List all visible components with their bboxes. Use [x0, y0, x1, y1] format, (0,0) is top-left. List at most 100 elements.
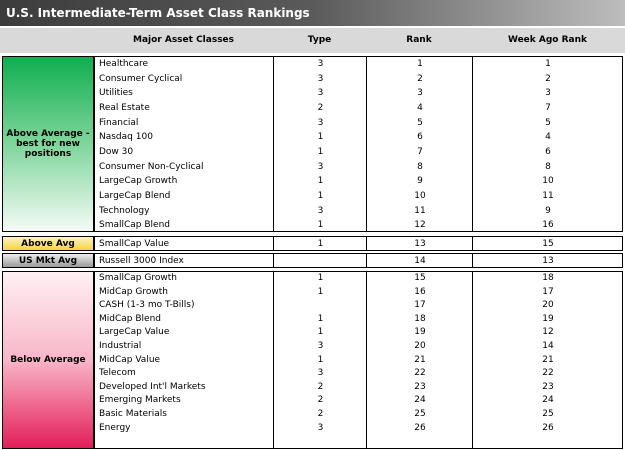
week-ago-rank: 9	[545, 205, 551, 216]
header-type: Type	[307, 35, 332, 45]
asset-class: Dow 30	[99, 146, 134, 157]
rank: 9	[417, 176, 423, 187]
table-row: LargeCap Growth 1 9 10	[95, 174, 622, 189]
table-row: SmallCap Growth 1 15 18	[95, 272, 622, 286]
table-row: MidCap Growth 1 16 17	[95, 286, 622, 300]
table-row: Developed Int'l Markets 2 23 23	[95, 381, 622, 395]
rank: 7	[417, 146, 423, 157]
asset-class: SmallCap Growth	[99, 273, 177, 283]
table-row: Healthcare 3 1 1	[95, 57, 622, 72]
type: 3	[317, 88, 324, 99]
type: 3	[317, 117, 324, 128]
asset-class: Technology	[99, 205, 150, 216]
table-row: Russell 3000 Index 14 13	[95, 254, 622, 268]
type: 1	[317, 327, 324, 338]
week-ago-rank: 11	[542, 190, 554, 201]
rank: 26	[414, 422, 426, 433]
asset-class: Financial	[99, 117, 139, 128]
rank: 10	[414, 190, 426, 201]
rank: 18	[414, 313, 426, 324]
table-row: Real Estate 2 4 7	[95, 101, 622, 116]
asset-class: MidCap Value	[99, 354, 161, 365]
table-row: Consumer Non-Cyclical 3 8 8	[95, 160, 622, 175]
table-row: Dow 30 1 7 6	[95, 145, 622, 160]
week-ago-rank: 2	[545, 73, 551, 84]
table-row: Emerging Markets 2 24 24	[95, 394, 622, 408]
section-below-average: Below Average SmallCap Growth 1 15 18 MidCap …	[0, 271, 625, 449]
table-row: SmallCap Value 1 13 15	[95, 237, 622, 251]
week-ago-rank: 5	[545, 117, 551, 128]
table-row: Technology 3 11 9	[95, 204, 622, 219]
rank: 4	[417, 102, 423, 113]
rank: 16	[414, 286, 426, 297]
table-row: LargeCap Blend 1 10 11	[95, 189, 622, 204]
section-above-avg: Above Avg SmallCap Value 1 13 15	[0, 236, 625, 251]
type: 3	[317, 161, 324, 172]
rank: 8	[417, 161, 423, 172]
week-ago-rank: 8	[545, 161, 551, 172]
section-us-mkt-avg: US Mkt Avg Russell 3000 Index 14 13	[0, 253, 625, 268]
week-ago-rank: 19	[542, 313, 554, 324]
type: 2	[317, 408, 324, 419]
week-ago-rank: 12	[542, 327, 554, 338]
rank: 21	[414, 354, 426, 365]
week-ago-rank: 10	[542, 176, 554, 187]
header-week-ago-rank: Week Ago Rank	[507, 35, 588, 45]
type: 1	[317, 354, 324, 365]
asset-class: Healthcare	[99, 59, 149, 69]
table-row: Consumer Cyclical 3 2 2	[95, 72, 622, 87]
table-row: CASH (1-3 mo T-Bills) 17 20	[95, 299, 622, 313]
type: 2	[317, 102, 324, 113]
type: 2	[317, 381, 324, 392]
type: 3	[317, 205, 324, 216]
asset-class: LargeCap Value	[99, 327, 170, 338]
asset-class: Real Estate	[99, 102, 150, 113]
rank: 25	[414, 408, 426, 419]
asset-class: LargeCap Growth	[99, 176, 178, 187]
week-ago-rank: 17	[542, 286, 554, 297]
type: 1	[317, 273, 324, 283]
type: 3	[317, 340, 324, 351]
asset-class: Russell 3000 Index	[99, 256, 184, 266]
table-row: LargeCap Value 1 19 12	[95, 326, 622, 340]
type: 1	[317, 132, 324, 143]
type: 1	[317, 190, 324, 201]
week-ago-rank: 3	[545, 88, 551, 99]
table-row: Basic Materials 2 25 25	[95, 408, 622, 422]
section-table: Healthcare 3 1 1 Consumer Cyclical 3 2 2 Utiliti…	[94, 56, 623, 232]
week-ago-rank: 15	[542, 239, 554, 249]
type: 1	[317, 313, 324, 324]
asset-class: Developed Int'l Markets	[99, 381, 206, 392]
section-label: Below Average	[2, 271, 94, 449]
header-rank: Rank	[406, 35, 432, 45]
rank: 22	[414, 368, 426, 379]
type: 1	[317, 220, 324, 231]
week-ago-rank: 22	[542, 368, 554, 379]
section-label: Above Avg	[2, 236, 94, 251]
asset-class: Consumer Non-Cyclical	[99, 161, 204, 172]
type: 3	[317, 59, 324, 69]
week-ago-rank: 6	[545, 146, 551, 157]
rank: 15	[414, 273, 426, 283]
asset-class: LargeCap Blend	[99, 190, 171, 201]
week-ago-rank: 1	[545, 59, 551, 69]
asset-class: Telecom	[99, 368, 136, 379]
section-table: Russell 3000 Index 14 13	[94, 253, 623, 268]
asset-class: Energy	[99, 422, 131, 433]
asset-class: MidCap Blend	[99, 313, 161, 324]
section-label: US Mkt Avg	[2, 253, 94, 268]
table-row: Telecom 3 22 22	[95, 367, 622, 381]
rank: 23	[414, 381, 426, 392]
week-ago-rank: 20	[542, 300, 554, 311]
rank: 17	[414, 300, 426, 311]
type: 1	[317, 239, 324, 249]
rank: 5	[417, 117, 423, 128]
week-ago-rank: 4	[545, 132, 551, 143]
type: 2	[317, 395, 324, 406]
week-ago-rank: 26	[542, 422, 554, 433]
table-row: Utilities 3 3 3	[95, 86, 622, 101]
type: 1	[317, 176, 324, 187]
type: 1	[317, 286, 324, 297]
week-ago-rank: 7	[545, 102, 551, 113]
page-title: U.S. Intermediate-Term Asset Class Ranki…	[0, 0, 625, 26]
